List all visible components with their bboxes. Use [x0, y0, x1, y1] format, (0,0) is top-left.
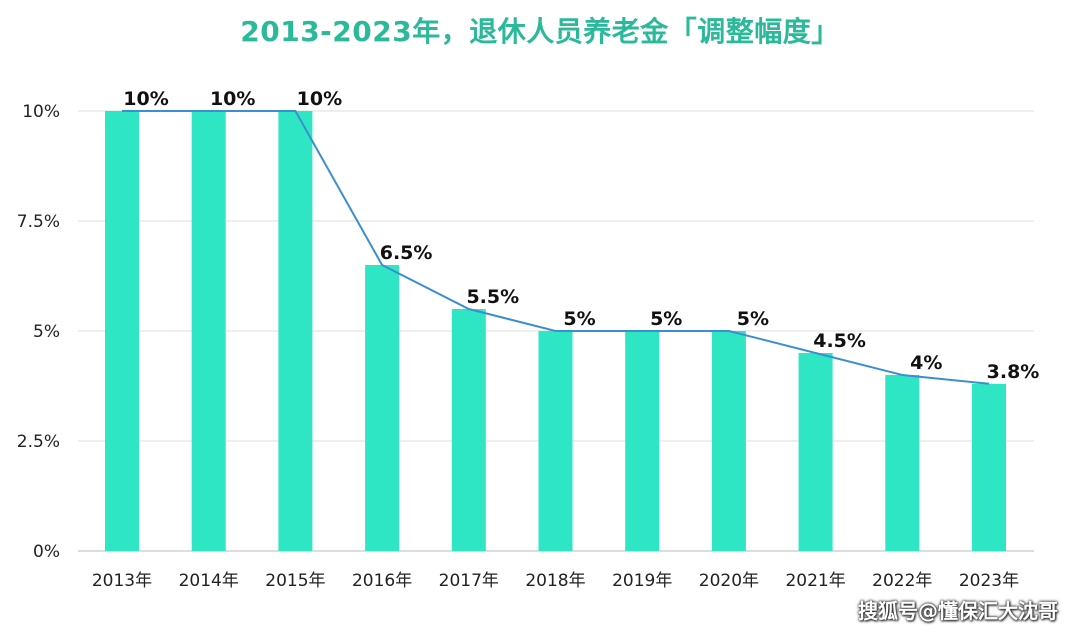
y-tick-label: 7.5% [17, 212, 60, 232]
data-label: 5% [563, 308, 595, 330]
data-label: 10% [297, 88, 342, 110]
x-tick-label: 2021年 [785, 571, 845, 591]
x-tick-label: 2015年 [265, 571, 325, 591]
bar [625, 331, 660, 551]
x-tick-label: 2013年 [92, 571, 152, 591]
x-tick-label: 2019年 [612, 571, 672, 591]
x-tick-label: 2022年 [872, 571, 932, 591]
y-tick-label: 10% [22, 102, 60, 122]
data-label: 10% [123, 88, 168, 110]
bar [191, 111, 226, 551]
data-label: 4% [910, 352, 942, 374]
bar [278, 111, 313, 551]
data-label: 3.8% [987, 361, 1040, 383]
y-tick-label: 0% [33, 542, 60, 562]
x-tick-label: 2014年 [179, 571, 239, 591]
chart-title: 2013-2023年，退休人员养老金「调整幅度」 [240, 15, 840, 48]
data-label: 4.5% [813, 330, 866, 352]
x-tick-label: 2017年 [439, 571, 499, 591]
trend-line [122, 110, 990, 385]
data-label: 10% [210, 88, 255, 110]
bar [711, 331, 746, 551]
bar [972, 383, 1006, 551]
bar [365, 265, 400, 551]
bar [105, 111, 139, 551]
data-label: 5.5% [466, 286, 519, 308]
bar [798, 353, 833, 551]
y-tick-label: 2.5% [17, 432, 60, 452]
x-tick-label: 2016年 [352, 571, 412, 591]
bar [451, 309, 486, 551]
data-label: 5% [737, 308, 769, 330]
watermark: 搜狐号@懂保汇大沈哥 [858, 599, 1058, 623]
bar [885, 375, 920, 551]
bars [105, 111, 1006, 551]
data-label: 6.5% [380, 242, 433, 264]
x-tick-label: 2023年 [959, 571, 1019, 591]
y-tick-label: 5% [33, 322, 60, 342]
x-tick-label: 2020年 [699, 571, 759, 591]
x-tick-label: 2018年 [525, 571, 585, 591]
data-label: 5% [650, 308, 682, 330]
y-axis-ticks: 0% 2.5% 5% 7.5% 10% [17, 102, 60, 562]
x-axis-ticks: 2013年 2014年 2015年 2016年 2017年 2018年 2019年 2020年… [92, 571, 1019, 591]
data-labels: 10% 10% 10% 6.5% 5.5% 5% 5% 5% 4.5% 4% 3.8% [123, 88, 1039, 383]
bar [538, 331, 573, 551]
